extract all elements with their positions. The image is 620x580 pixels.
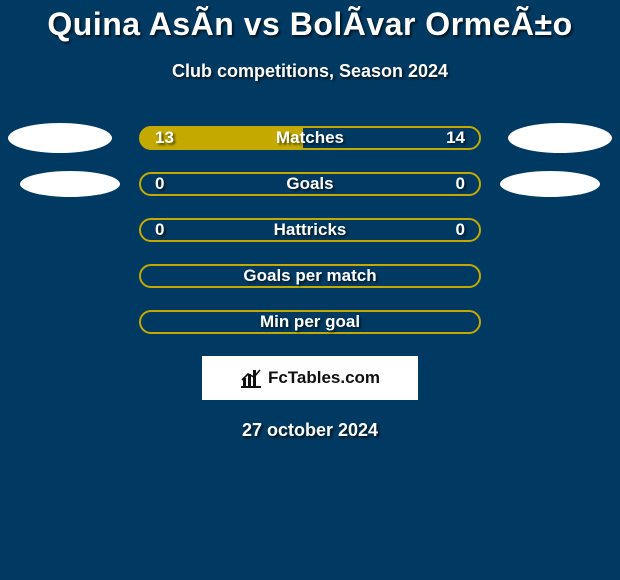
stat-row: 0 Goals 0 xyxy=(0,172,620,196)
stat-row: Goals per match xyxy=(0,264,620,288)
bar-chart-icon xyxy=(240,368,262,388)
stat-value-left: 0 xyxy=(155,220,164,240)
player-avatar-left xyxy=(8,123,112,153)
stat-label: Min per goal xyxy=(260,312,360,332)
stat-bar: Min per goal xyxy=(139,310,481,334)
stat-value-left: 13 xyxy=(155,128,174,148)
stat-value-left: 0 xyxy=(155,174,164,194)
stat-value-right: 14 xyxy=(446,128,465,148)
stat-label: Goals xyxy=(286,174,333,194)
player-avatar-right xyxy=(508,123,612,153)
source-logo: FcTables.com xyxy=(202,356,418,400)
footer-date: 27 october 2024 xyxy=(0,420,620,441)
stat-bar: Goals per match xyxy=(139,264,481,288)
stat-bar: 0 Goals 0 xyxy=(139,172,481,196)
stat-label: Goals per match xyxy=(243,266,376,286)
stat-row: Min per goal xyxy=(0,310,620,334)
stats-container: 13 Matches 14 0 Goals 0 0 Hattricks 0 Goals per m… xyxy=(0,126,620,334)
logo-text: FcTables.com xyxy=(268,368,380,388)
stat-row: 0 Hattricks 0 xyxy=(0,218,620,242)
subtitle: Club competitions, Season 2024 xyxy=(0,61,620,82)
page-title: Quina AsÃ­n vs BolÃ­var OrmeÃ±o xyxy=(0,0,620,43)
player-avatar-right xyxy=(500,171,600,197)
stat-value-right: 0 xyxy=(456,174,465,194)
stat-value-right: 0 xyxy=(456,220,465,240)
stat-bar: 13 Matches 14 xyxy=(139,126,481,150)
stat-bar: 0 Hattricks 0 xyxy=(139,218,481,242)
player-avatar-left xyxy=(20,171,120,197)
stat-label: Hattricks xyxy=(274,220,347,240)
stat-label: Matches xyxy=(276,128,344,148)
stat-row: 13 Matches 14 xyxy=(0,126,620,150)
